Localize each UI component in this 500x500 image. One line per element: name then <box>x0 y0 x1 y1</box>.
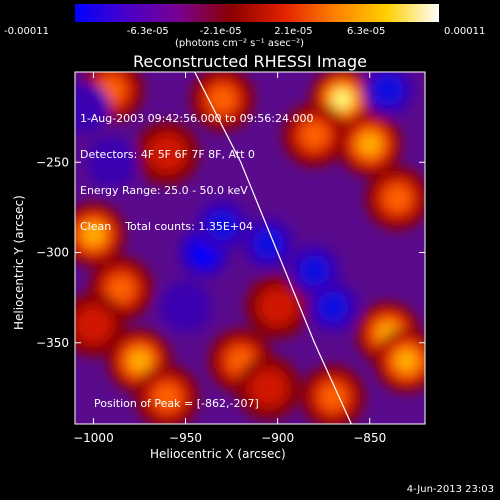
annotation-block: 1-Aug-2003 09:42:56.000 to 09:56:24.000 … <box>80 89 314 245</box>
negative-blob <box>252 227 285 260</box>
colorbar-tick-label: 0.00011 <box>444 26 486 37</box>
emission-blob <box>82 223 105 246</box>
annotation-time-range: 1-Aug-2003 09:42:56.000 to 09:56:24.000 <box>80 112 314 125</box>
emission-blob <box>300 121 329 149</box>
annotation-energy-range: Energy Range: 25.0 - 50.0 keV <box>80 184 248 197</box>
y-tick-label: −350 <box>36 336 69 350</box>
emission-blob <box>153 383 181 411</box>
colorbar-unit-label: (photons cm⁻² s⁻¹ asec⁻²) <box>175 38 305 49</box>
colorbar <box>75 4 439 22</box>
y-tick-label: −300 <box>36 246 69 260</box>
x-tick-label: −1000 <box>73 431 114 445</box>
negative-blob <box>206 209 238 242</box>
emission-blob <box>359 133 381 155</box>
x-tick-label: −850 <box>353 431 386 445</box>
plot-frame <box>74 71 426 425</box>
chart-title: Reconstructed RHESSI Image <box>133 52 367 71</box>
emission-blob <box>249 368 288 408</box>
emission-blob <box>147 134 187 173</box>
date-stamp: 4-Jun-2013 23:03 <box>406 484 494 495</box>
y-axis-label: Heliocentric Y (arcsec) <box>12 195 26 330</box>
emission-blob <box>383 184 412 213</box>
colorbar-tick-label: 2.1e-05 <box>274 26 313 37</box>
emission-blob <box>395 350 418 372</box>
negative-blob <box>75 82 111 135</box>
emission-blob <box>208 85 237 113</box>
negative-blob <box>372 74 404 106</box>
emission-blob <box>107 274 135 303</box>
x-tick-label: −950 <box>169 431 202 445</box>
negative-blob <box>317 291 349 323</box>
colorbar-tick-label: -6.3e-05 <box>126 26 169 37</box>
annotation-counts: Clean Total counts: 1.35E+04 <box>80 220 254 233</box>
x-tick-label: −900 <box>261 431 294 445</box>
annotation-detectors: Detectors: 4F 5F 6F 7F 8F, Att 0 <box>80 148 255 161</box>
colorbar-tick-label: -0.00011 <box>4 26 49 37</box>
negative-blob <box>298 254 331 287</box>
solar-limb-line <box>194 72 352 424</box>
peak-position-label: Position of Peak = [-862,-207] <box>94 397 259 410</box>
emission-blob <box>333 90 351 108</box>
emission-blob <box>258 287 297 326</box>
x-axis-label: Heliocentric X (arcsec) <box>150 447 286 461</box>
colorbar-tick-label: -2.1e-05 <box>199 26 242 37</box>
y-tick-label: −250 <box>36 155 69 169</box>
emission-blob <box>75 305 113 344</box>
negative-blob <box>85 136 138 189</box>
emission-blob <box>128 350 151 372</box>
negative-blob <box>159 280 212 333</box>
emission-blob <box>319 383 347 411</box>
colorbar-tick-label: 6.3e-05 <box>346 26 386 37</box>
